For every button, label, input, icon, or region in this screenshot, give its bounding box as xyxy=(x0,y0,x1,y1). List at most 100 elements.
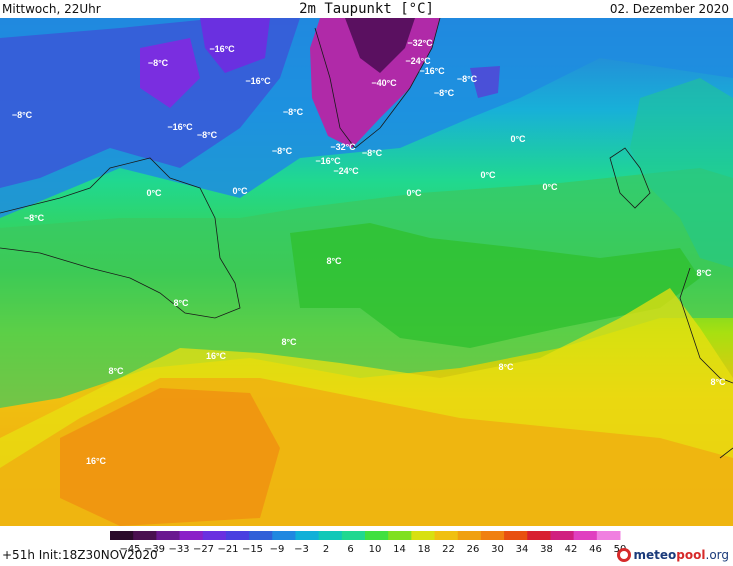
dewpoint-map: −16°C−8°C−16°C−32°C−24°C−16°C−40°C −8°C−8… xyxy=(0,18,733,526)
coastline-iberia xyxy=(679,267,733,384)
legend-swatch xyxy=(110,531,134,540)
greenland-cold xyxy=(310,18,440,148)
temperature-label: −8°C xyxy=(12,110,33,120)
map-footer: −45 −39 −33 −27 −21 −15 −9 −3 2 6 10 14 18 22 26 30 34 38… xyxy=(0,526,733,566)
temperature-label: −8°C xyxy=(283,107,304,117)
legend-swatch xyxy=(457,531,482,540)
legend-tick-label: 34 xyxy=(516,544,529,554)
run-info: +51h Init:18Z30NOV2020 xyxy=(2,548,158,562)
legend-swatch xyxy=(504,531,528,540)
legend-tick-label: −9 xyxy=(270,544,285,554)
coastline-north-america xyxy=(0,157,241,319)
legend-swatch xyxy=(480,531,505,540)
legend-swatch xyxy=(249,531,273,540)
legend-swatch xyxy=(202,531,227,540)
temperature-label: 0°C xyxy=(406,188,422,198)
legend-tick-label: −15 xyxy=(242,544,263,554)
legend-tick-label: −39 xyxy=(144,544,165,554)
coastline-greenland xyxy=(314,18,441,149)
legend-swatch xyxy=(527,531,551,540)
legend-tick-label: 26 xyxy=(467,544,480,554)
logo-text-suffix: .org xyxy=(705,548,730,562)
meteopool-logo-icon xyxy=(616,548,631,562)
temperature-label: 0°C xyxy=(480,170,496,180)
legend-tick-label: 30 xyxy=(491,544,504,554)
greenland-core xyxy=(345,18,415,73)
ocean-band-8c xyxy=(290,223,700,348)
temperature-label: 8°C xyxy=(281,337,297,347)
temperature-label: −16°C xyxy=(209,44,235,54)
valid-time: Mittwoch, 22Uhr xyxy=(2,2,101,16)
temperature-label: 8°C xyxy=(710,377,726,387)
legend-swatch xyxy=(341,531,366,540)
temperature-label: 0°C xyxy=(510,134,526,144)
temperature-label: −16°C xyxy=(419,66,445,76)
legend-tick-label: 2 xyxy=(323,544,329,554)
temperature-label: −8°C xyxy=(434,88,455,98)
legend-swatch xyxy=(388,531,412,540)
legend-tick-label: 18 xyxy=(418,544,431,554)
legend-swatch xyxy=(434,531,459,540)
legend-tick-label: 46 xyxy=(589,544,602,554)
legend-swatch xyxy=(318,531,343,540)
legend-swatch xyxy=(295,531,320,540)
svalbard-cold xyxy=(470,66,500,98)
legend-swatch xyxy=(133,531,157,540)
legend-swatch xyxy=(411,531,436,540)
temperature-label: −8°C xyxy=(362,148,383,158)
map-title: 2m Taupunkt [°C] xyxy=(299,1,434,17)
temperature-label: −16°C xyxy=(315,156,341,166)
temperature-label: 8°C xyxy=(498,362,514,372)
temperature-label: −8°C xyxy=(197,130,218,140)
temperature-label: −32°C xyxy=(330,142,356,152)
temperature-labels: −16°C−8°C−16°C−32°C−24°C−16°C−40°C −8°C−8… xyxy=(12,38,726,466)
temperature-label: −16°C xyxy=(167,122,193,132)
temperature-label: −8°C xyxy=(272,146,293,156)
logo-text-main: meteo xyxy=(633,548,677,562)
valid-date: 02. Dezember 2020 xyxy=(609,2,729,16)
temperature-label: 0°C xyxy=(542,182,558,192)
temperature-label: 0°C xyxy=(146,188,162,198)
legend-swatch xyxy=(596,531,621,540)
temperature-label: −16°C xyxy=(245,76,271,86)
legend-tick-label: 10 xyxy=(369,544,382,554)
temperature-label: 8°C xyxy=(173,298,189,308)
coastline-british-isles xyxy=(609,147,651,209)
temperature-label: −8°C xyxy=(148,58,169,68)
legend-swatch xyxy=(573,531,598,540)
meteopool-logo[interactable]: meteo pool .org xyxy=(616,546,730,564)
legend-tick-label: −45 xyxy=(119,544,140,554)
ellesmere-cold xyxy=(200,18,270,73)
legend-tick-label: 42 xyxy=(565,544,578,554)
temperature-label: 8°C xyxy=(108,366,124,376)
legend-tick-label: 22 xyxy=(442,544,455,554)
temperature-label: −40°C xyxy=(371,78,397,88)
warm-core-16c xyxy=(60,388,280,526)
legend-tick-label: 14 xyxy=(393,544,406,554)
legend-tick-label: 38 xyxy=(540,544,553,554)
legend-tick-label: −3 xyxy=(294,544,309,554)
legend-tick-label: −33 xyxy=(168,544,189,554)
legend-swatch xyxy=(225,531,250,540)
temperature-label: −24°C xyxy=(333,166,359,176)
legend-tick-label: −21 xyxy=(217,544,238,554)
temperature-label: −8°C xyxy=(24,213,45,223)
temperature-label: 16°C xyxy=(206,351,227,361)
temperature-label: 0°C xyxy=(232,186,248,196)
legend-swatch xyxy=(156,531,181,540)
baffin-cold-core xyxy=(140,38,200,108)
legend-swatch xyxy=(550,531,575,540)
legend-tick-label: −27 xyxy=(193,544,214,554)
temperature-label: −24°C xyxy=(405,56,431,66)
europe-land xyxy=(630,78,733,268)
color-legend: −45 −39 −33 −27 −21 −15 −9 −3 2 6 10 14 18 22 26 30 34 38… xyxy=(110,531,626,554)
temperature-label: 16°C xyxy=(86,456,107,466)
logo-text-accent: pool xyxy=(676,548,706,562)
legend-tick-label: 6 xyxy=(347,544,353,554)
legend-swatch xyxy=(272,531,296,540)
legend-swatch xyxy=(179,531,204,540)
temperature-label: 8°C xyxy=(696,268,712,278)
temperature-label: −8°C xyxy=(457,74,478,84)
temperature-label: −32°C xyxy=(407,38,433,48)
